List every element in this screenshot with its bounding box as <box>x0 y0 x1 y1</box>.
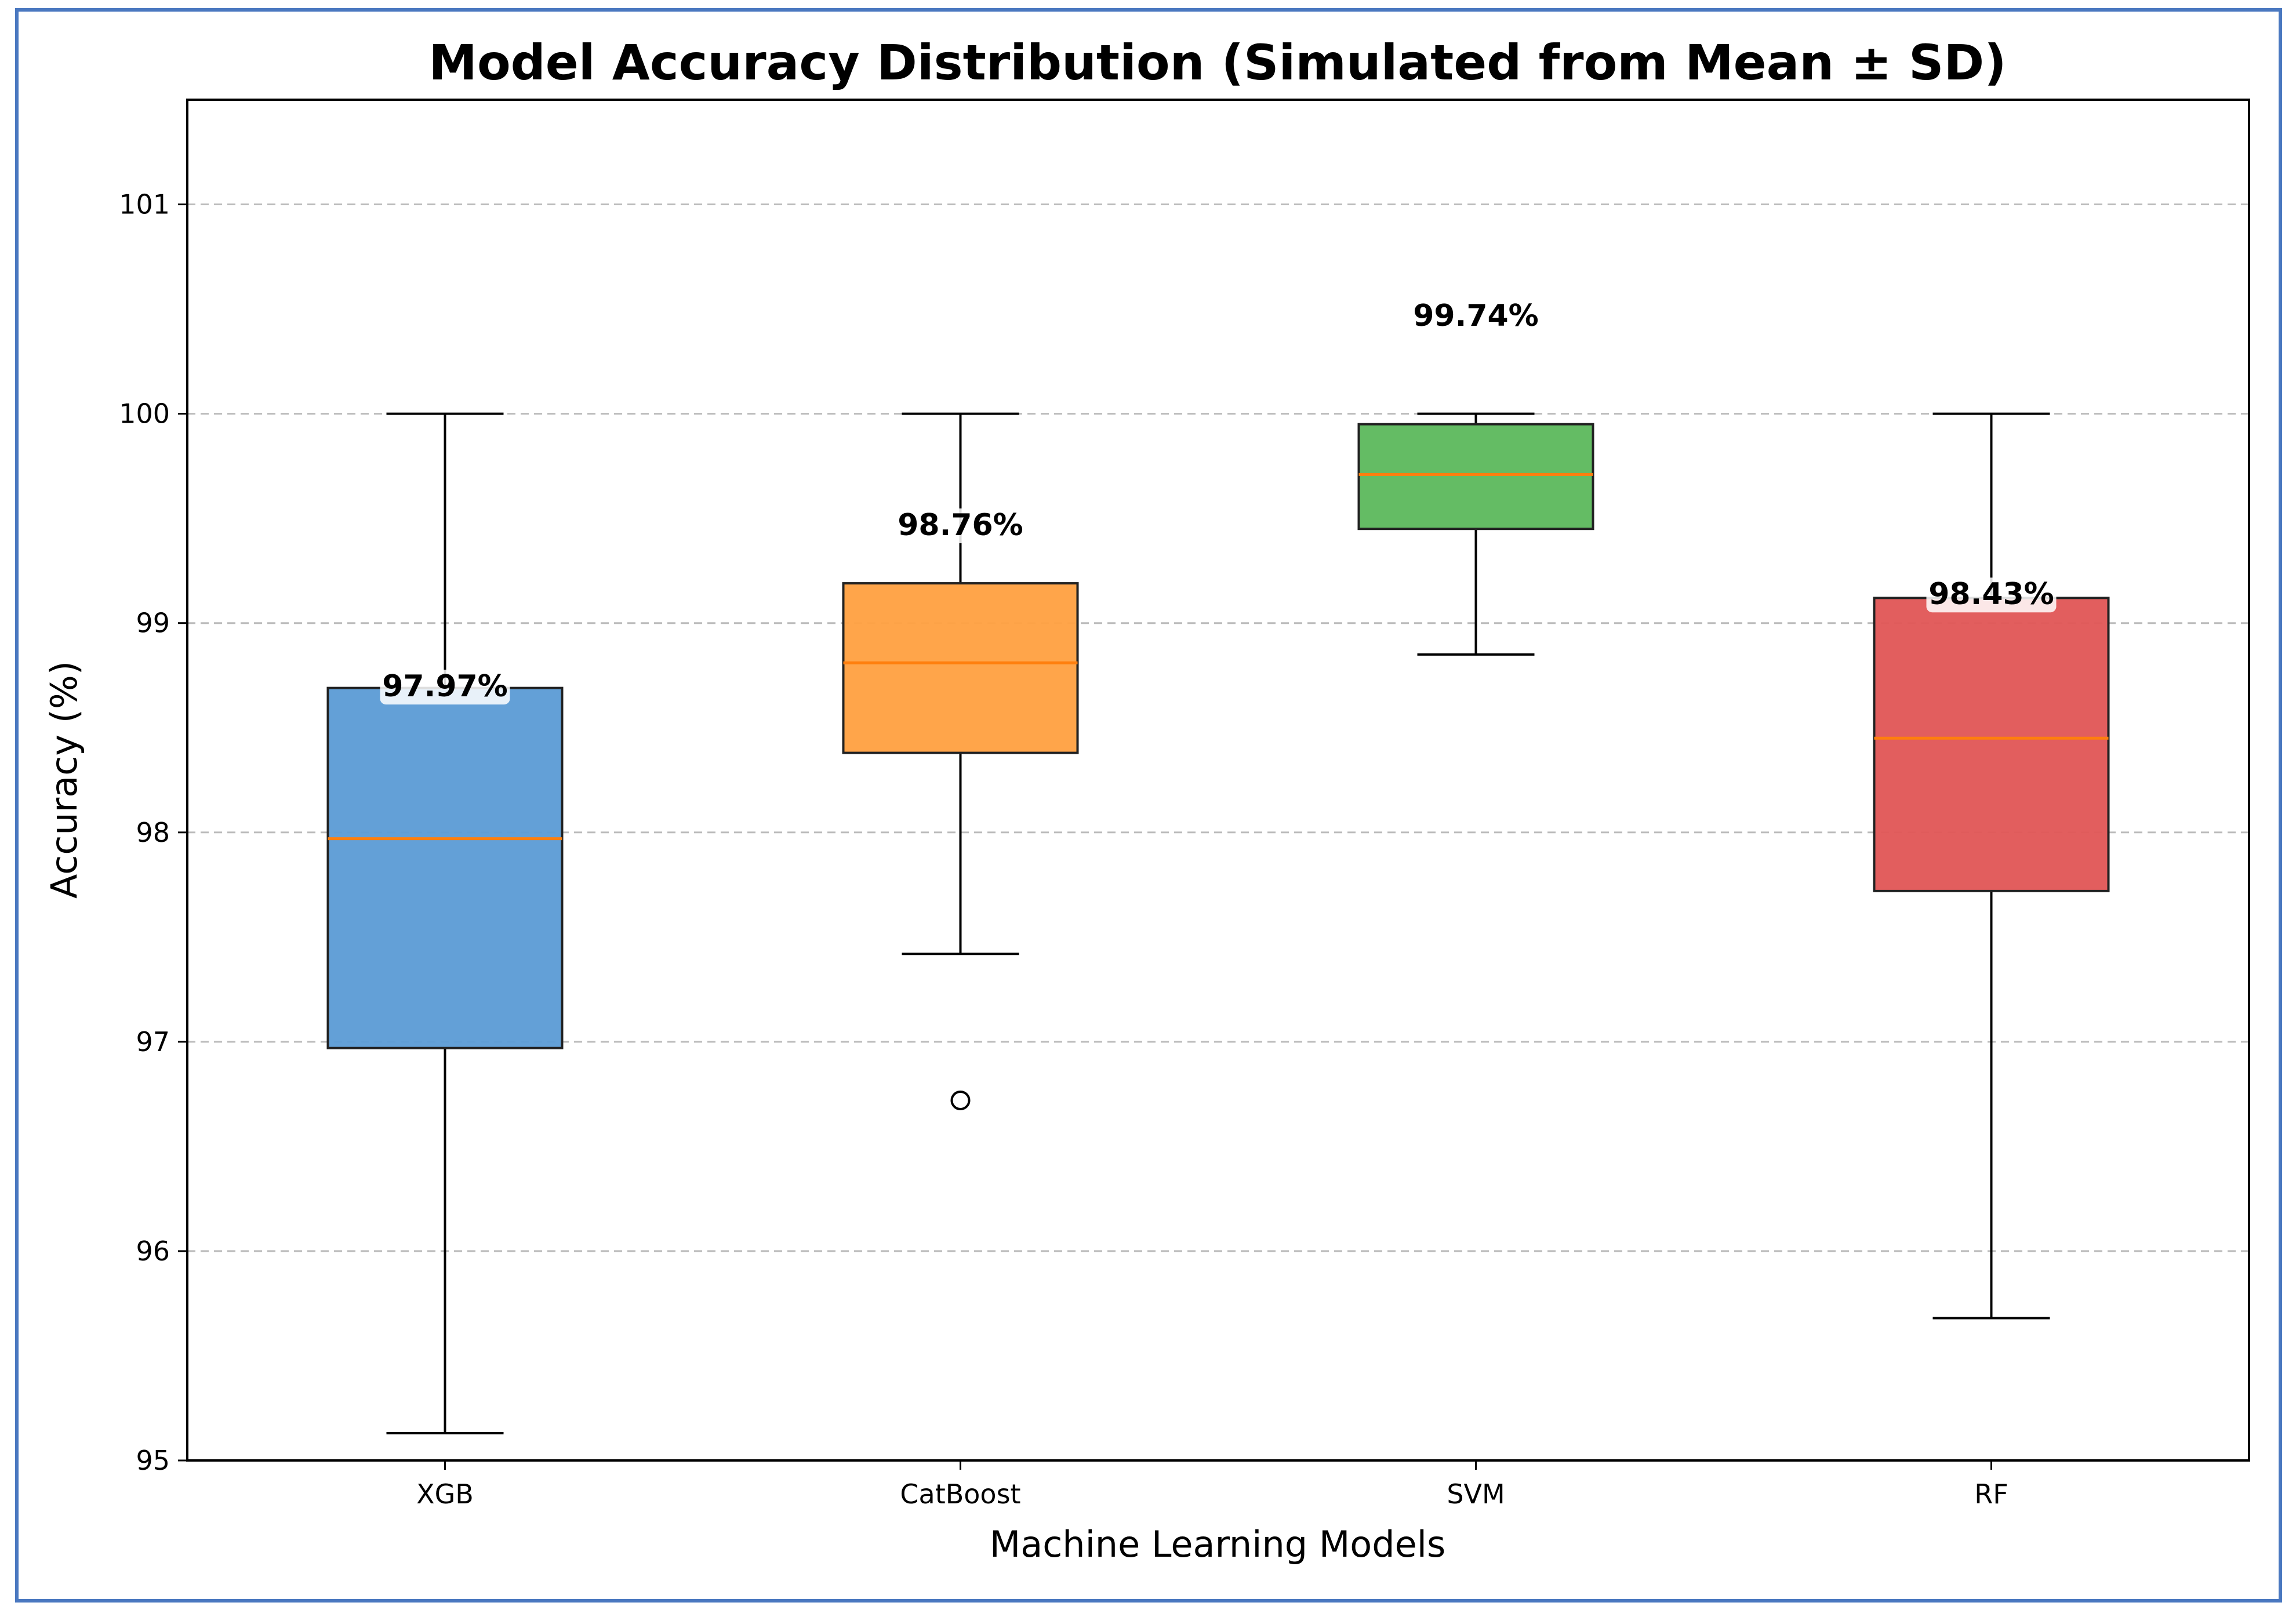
y-tick-label: 96 <box>136 1236 170 1267</box>
mean-label-background <box>895 508 1026 544</box>
y-tick-label: 98 <box>136 817 170 848</box>
y-tick-label: 100 <box>119 398 170 430</box>
mean-label-background <box>380 670 510 705</box>
iqr-box <box>1357 423 1594 530</box>
mean-label: 98.43% <box>1928 577 2054 612</box>
x-tick-label: RF <box>1974 1478 2008 1510</box>
x-tick-label: XGB <box>416 1478 474 1510</box>
mean-label: 97.97% <box>382 669 508 704</box>
plot-area-border <box>186 99 2250 1462</box>
box-rf: 98.43% <box>1873 412 2110 1320</box>
x-axis-title: Machine Learning Models <box>990 1523 1446 1565</box>
chart-title: Model Accuracy Distribution (Simulated f… <box>428 34 2006 91</box>
y-axis-title: Accuracy (%) <box>43 661 85 899</box>
box-catboost: 98.76% <box>842 412 1079 1110</box>
x-tick-label: SVM <box>1447 1478 1505 1510</box>
mean-label-background <box>1411 299 1541 334</box>
boxes: 97.97% 98.76% 99.74% 98.43% <box>326 299 2110 1435</box>
y-tick-label: 97 <box>136 1026 170 1058</box>
mean-label: 98.76% <box>898 508 1023 543</box>
y-tick-label: 101 <box>119 189 170 220</box>
iqr-box <box>326 686 564 1049</box>
y-tick-label: 99 <box>136 608 170 639</box>
grid-lines <box>187 204 2249 1252</box>
mean-label-background <box>1926 577 2057 613</box>
outlier-point <box>950 1090 971 1110</box>
y-tick-label: 95 <box>136 1445 170 1476</box>
x-tick-label: CatBoost <box>900 1478 1020 1510</box>
iqr-box <box>1873 597 2110 892</box>
mean-label: 99.74% <box>1413 299 1539 333</box>
box-xgb: 97.97% <box>326 412 564 1435</box>
axis-ticks: 95 96 97 98 99 100 101 XGB CatBoost SVM RF <box>119 189 2008 1510</box>
box-svm: 99.74% <box>1357 299 1594 656</box>
iqr-box <box>842 582 1079 754</box>
